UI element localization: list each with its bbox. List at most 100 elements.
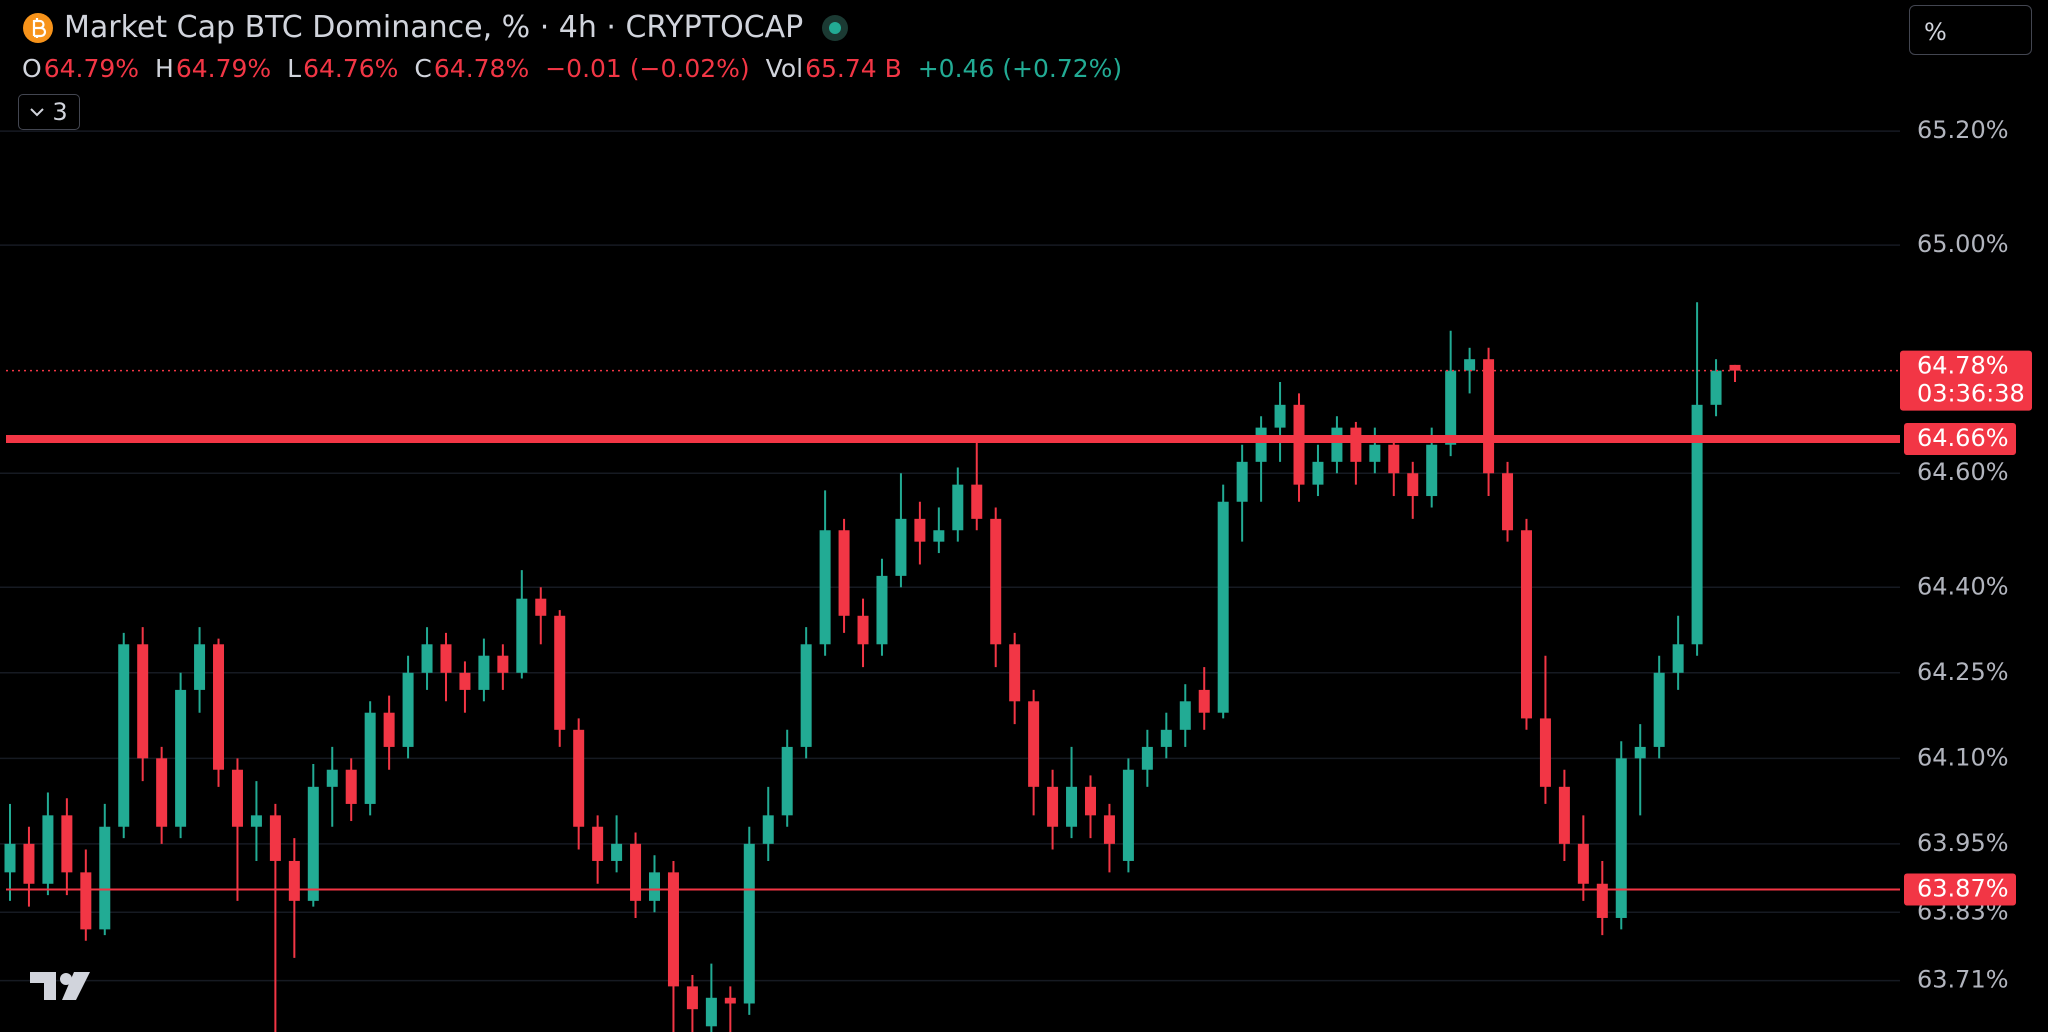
candle-body (1426, 444, 1438, 497)
candle-body (592, 826, 604, 861)
legend-value: 64.76% (303, 54, 399, 83)
candle-body (156, 758, 168, 827)
candle-body (876, 575, 888, 645)
candle-body (1520, 530, 1532, 719)
candle-body (345, 769, 357, 804)
candle-body (573, 729, 585, 827)
legend-value: 64.79% (43, 54, 140, 83)
candle-body (1615, 758, 1627, 918)
candle-body (1084, 786, 1096, 816)
candle-body (516, 598, 528, 673)
status-dot (829, 21, 842, 34)
candle-body (1179, 701, 1191, 730)
candle-body (175, 689, 187, 827)
y-tick-label: 64.60% (1917, 458, 2009, 486)
candle-body (250, 815, 262, 827)
candle-body (649, 872, 661, 901)
scale-button-label: % (1924, 18, 1947, 46)
candle-body (914, 518, 926, 542)
candle-body (440, 644, 452, 673)
ohlc-legend: O64.79% H64.79% L64.76% C64.78% −0.01 (−0.02… (22, 54, 1124, 83)
candle-body (213, 644, 225, 770)
candle-body (1350, 427, 1362, 462)
logo-part (60, 973, 72, 985)
candle-body (838, 530, 850, 616)
candle-body (819, 530, 831, 645)
candle-body (80, 872, 92, 930)
candle-body (1710, 370, 1722, 405)
legend-change: −0.01 (−0.02%) (545, 54, 750, 83)
candle-body (1407, 473, 1419, 497)
candle-body (724, 997, 736, 1004)
candle-body (23, 843, 35, 884)
candle-body (231, 769, 243, 827)
legend-key: H (155, 54, 174, 83)
candle-body (1539, 718, 1551, 787)
candle-body (781, 746, 793, 816)
last-price-label: 64.78% (1917, 352, 2009, 380)
candle-body (269, 815, 281, 861)
candle-body (421, 644, 433, 673)
price-label-box (1904, 873, 2016, 906)
candle-body (705, 997, 717, 1027)
candle-body (1596, 883, 1608, 918)
candle-body (137, 644, 149, 759)
candle-body (1464, 359, 1476, 371)
legend-key: L (287, 54, 302, 83)
y-tick-label: 64.40% (1917, 572, 2009, 600)
candle-body (459, 672, 471, 690)
candle-body (478, 655, 490, 690)
candle-body (364, 712, 376, 804)
candle-body (1066, 786, 1078, 827)
candle-body (1558, 786, 1570, 844)
candle-body (990, 518, 1002, 645)
candle-body (1198, 689, 1210, 713)
candle-body (1445, 370, 1457, 445)
volume-value: 65.74 B (805, 54, 902, 83)
candle-body (1293, 404, 1305, 485)
candle-body (952, 484, 964, 531)
candle-body (1577, 843, 1589, 884)
legend-key: O (22, 54, 42, 83)
candle-body (1217, 501, 1229, 713)
candle-body (288, 860, 300, 901)
candle-body (194, 644, 206, 690)
candle-body (743, 843, 755, 1004)
price-label: 64.66% (1917, 424, 2009, 452)
candle-body (1047, 786, 1059, 827)
candle-body (895, 518, 907, 576)
candle-body (1255, 427, 1267, 462)
legend-value: 64.78% (433, 54, 530, 83)
candle-body (326, 769, 338, 787)
candle-body (857, 615, 869, 645)
candle-body (1691, 404, 1703, 645)
y-tick-label: 63.95% (1917, 829, 2009, 857)
candle-body (1331, 427, 1343, 462)
market-status (822, 14, 849, 41)
candle-body (1653, 672, 1665, 747)
candle-body (1141, 746, 1153, 770)
candle-body (1502, 473, 1514, 531)
legend-key: C (414, 54, 432, 83)
candle-body (1274, 404, 1286, 428)
candle-body (611, 843, 623, 861)
indicators-toggle[interactable]: 3 (18, 94, 80, 130)
candle-body (1729, 364, 1741, 371)
candle-body (554, 615, 566, 730)
y-tick-label: 64.10% (1917, 743, 2009, 771)
price-label-box (1904, 423, 2016, 456)
volume-change: +0.46 (+0.72%) (917, 54, 1123, 83)
candle-body (383, 712, 395, 747)
candle-body (1160, 729, 1172, 747)
candle-body (1103, 815, 1115, 844)
candle-body (1009, 644, 1021, 702)
candle-body (1122, 769, 1134, 861)
y-tick-label: 65.20% (1917, 116, 2009, 144)
chevron-path (30, 108, 45, 117)
price-label: 63.87% (1917, 874, 2009, 902)
last-price-box (1900, 350, 2032, 411)
y-tick-label: 63.71% (1917, 966, 2009, 994)
scale-button[interactable]: % (1909, 5, 2032, 55)
